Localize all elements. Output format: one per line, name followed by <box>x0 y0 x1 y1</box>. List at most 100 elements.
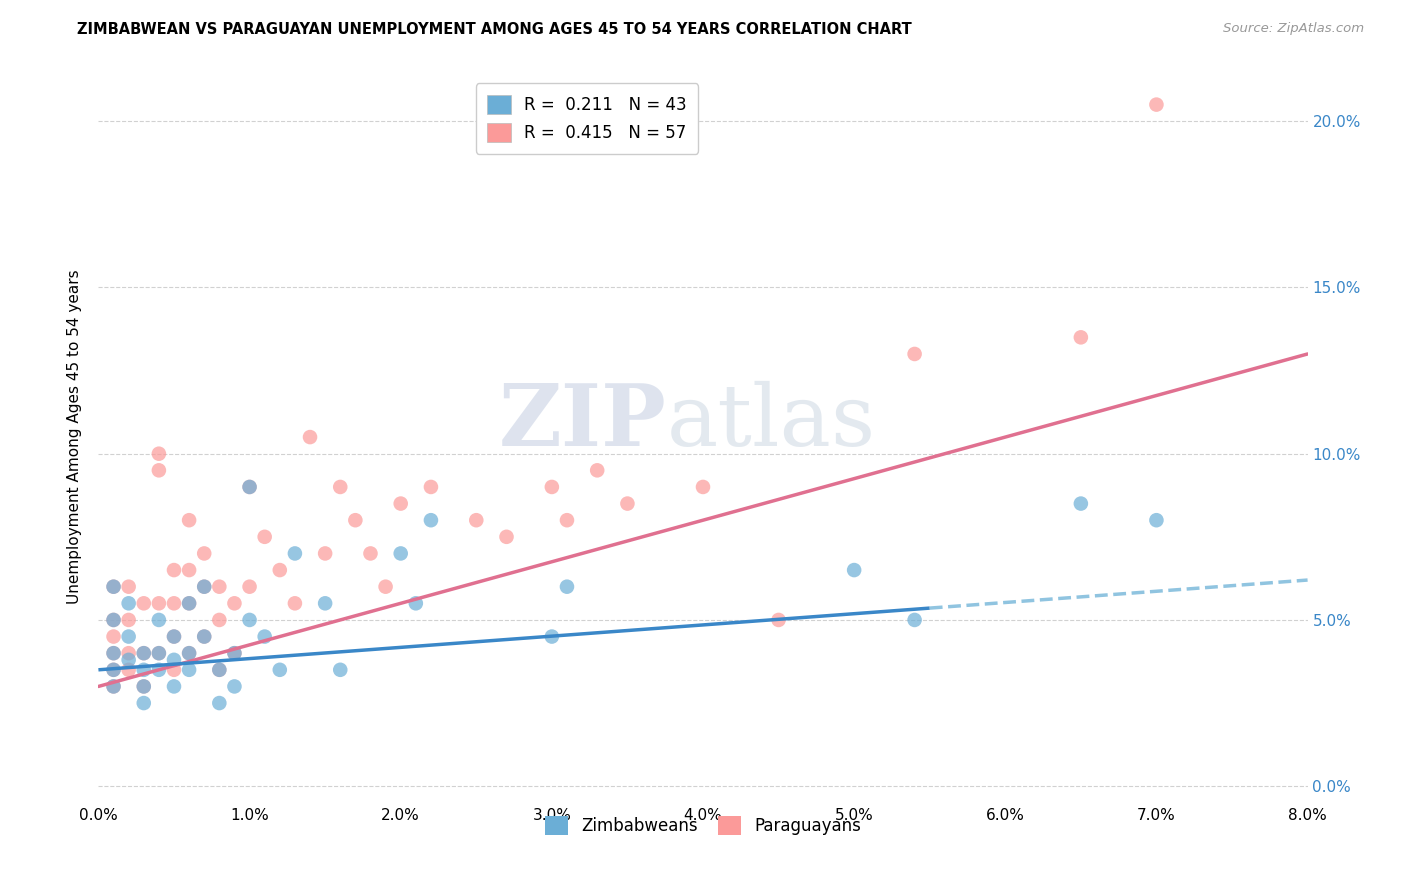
Point <box>179 663 201 677</box>
Point <box>179 596 201 610</box>
Point <box>103 646 125 660</box>
Point <box>132 680 155 694</box>
Point <box>193 630 215 644</box>
Text: ZIP: ZIP <box>499 381 666 465</box>
Point <box>224 680 246 694</box>
Point <box>103 630 125 644</box>
Point <box>118 663 141 677</box>
Text: Source: ZipAtlas.com: Source: ZipAtlas.com <box>1223 22 1364 36</box>
Point <box>1070 497 1092 511</box>
Point <box>208 613 231 627</box>
Point <box>495 530 517 544</box>
Point <box>148 463 170 477</box>
Point <box>118 613 141 627</box>
Point <box>239 580 262 594</box>
Point <box>132 696 155 710</box>
Point <box>148 613 170 627</box>
Point <box>103 613 125 627</box>
Point <box>253 630 276 644</box>
Point <box>132 680 155 694</box>
Point <box>389 497 412 511</box>
Point <box>224 646 246 660</box>
Point <box>103 663 125 677</box>
Text: ZIMBABWEAN VS PARAGUAYAN UNEMPLOYMENT AMONG AGES 45 TO 54 YEARS CORRELATION CHAR: ZIMBABWEAN VS PARAGUAYAN UNEMPLOYMENT AM… <box>77 22 912 37</box>
Point <box>692 480 714 494</box>
Point <box>103 580 125 594</box>
Point <box>103 580 125 594</box>
Point <box>193 580 215 594</box>
Point <box>132 646 155 660</box>
Point <box>118 646 141 660</box>
Point <box>132 596 155 610</box>
Point <box>1070 330 1092 344</box>
Point <box>103 646 125 660</box>
Y-axis label: Unemployment Among Ages 45 to 54 years: Unemployment Among Ages 45 to 54 years <box>67 269 83 605</box>
Point <box>540 480 562 494</box>
Point <box>616 497 638 511</box>
Point <box>269 663 291 677</box>
Point <box>179 596 201 610</box>
Point <box>844 563 866 577</box>
Point <box>118 596 141 610</box>
Text: atlas: atlas <box>666 381 876 464</box>
Point <box>163 663 186 677</box>
Point <box>374 580 396 594</box>
Point <box>208 663 231 677</box>
Point <box>284 596 307 610</box>
Point <box>163 653 186 667</box>
Point <box>208 696 231 710</box>
Point <box>148 447 170 461</box>
Point <box>540 630 562 644</box>
Point <box>163 630 186 644</box>
Point <box>420 513 443 527</box>
Point <box>193 630 215 644</box>
Point <box>314 596 336 610</box>
Point <box>420 480 443 494</box>
Point <box>465 513 488 527</box>
Point <box>163 563 186 577</box>
Point <box>224 646 246 660</box>
Point <box>103 613 125 627</box>
Point <box>904 347 927 361</box>
Point <box>179 513 201 527</box>
Point <box>904 613 927 627</box>
Point <box>118 653 141 667</box>
Point <box>405 596 427 610</box>
Point <box>193 546 215 560</box>
Point <box>103 680 125 694</box>
Point <box>284 546 307 560</box>
Point <box>768 613 790 627</box>
Point <box>118 630 141 644</box>
Point <box>586 463 609 477</box>
Point <box>239 613 262 627</box>
Point <box>148 596 170 610</box>
Point <box>224 596 246 610</box>
Point <box>208 580 231 594</box>
Point <box>118 580 141 594</box>
Point <box>148 646 170 660</box>
Point <box>179 563 201 577</box>
Point <box>163 596 186 610</box>
Point <box>299 430 322 444</box>
Point <box>389 546 412 560</box>
Point <box>179 646 201 660</box>
Point <box>329 480 352 494</box>
Point <box>360 546 382 560</box>
Point <box>1146 513 1168 527</box>
Point <box>103 680 125 694</box>
Legend: Zimbabweans, Paraguayans: Zimbabweans, Paraguayans <box>538 809 868 842</box>
Point <box>253 530 276 544</box>
Point <box>103 663 125 677</box>
Point <box>239 480 262 494</box>
Point <box>193 580 215 594</box>
Point <box>179 646 201 660</box>
Point <box>163 680 186 694</box>
Point <box>239 480 262 494</box>
Point <box>148 646 170 660</box>
Point <box>148 663 170 677</box>
Point <box>208 663 231 677</box>
Point <box>555 580 578 594</box>
Point <box>329 663 352 677</box>
Point <box>132 663 155 677</box>
Point <box>344 513 367 527</box>
